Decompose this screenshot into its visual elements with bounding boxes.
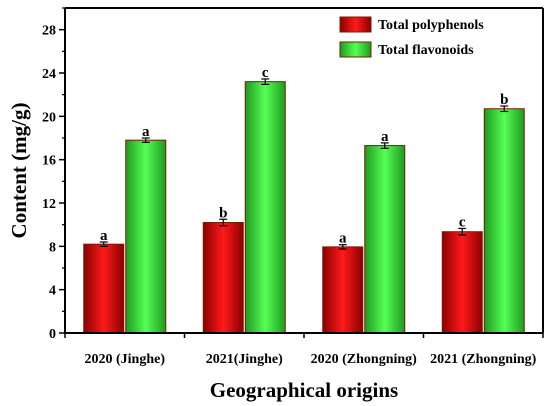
y-tick-label: 16 [42, 154, 56, 169]
bar-total-flavonoids [244, 81, 286, 334]
y-tick-label: 8 [49, 240, 56, 255]
legend-label-total-polyphenols: Total polyphenols [378, 18, 484, 33]
significance-letter: a [339, 231, 347, 247]
bar-total-polyphenols [322, 246, 364, 334]
significance-letter: a [381, 129, 389, 145]
y-tick-label: 12 [42, 197, 56, 212]
bar-total-polyphenols [202, 222, 244, 334]
x-tick-label: 2021(Jinghe) [206, 352, 283, 367]
y-axis-title: Content (mg/g) [7, 103, 31, 239]
significance-letter: b [500, 92, 508, 108]
x-tick-label: 2020 (Zhongning) [311, 352, 418, 367]
legend-swatch-total-polyphenols [339, 16, 372, 33]
y-tick-label: 4 [49, 284, 56, 299]
x-tick-label: 2020 (Jinghe) [85, 352, 166, 367]
significance-letter: a [100, 228, 108, 244]
bar-total-flavonoids [364, 145, 406, 334]
significance-letter: c [459, 214, 466, 230]
bar-total-polyphenols [83, 243, 125, 334]
significance-letter: c [262, 65, 269, 81]
significance-letter: b [219, 205, 227, 221]
y-tick-label: 0 [49, 327, 56, 342]
legend-swatch-total-flavonoids [339, 41, 372, 58]
y-tick-label: 28 [42, 24, 56, 39]
x-axis-title: Geographical origins [210, 378, 398, 402]
legend-label-total-flavonoids: Total flavonoids [378, 43, 474, 58]
legend: Total polyphenols Total flavonoids [339, 16, 484, 58]
bar-total-polyphenols [441, 231, 483, 334]
bar-total-flavonoids [125, 139, 167, 334]
y-tick-label: 20 [42, 110, 56, 125]
bar-total-flavonoids [483, 108, 525, 334]
x-tick-label: 2021 (Zhongning) [430, 352, 537, 367]
y-tick-label: 24 [42, 67, 56, 82]
significance-letter: a [142, 124, 150, 140]
